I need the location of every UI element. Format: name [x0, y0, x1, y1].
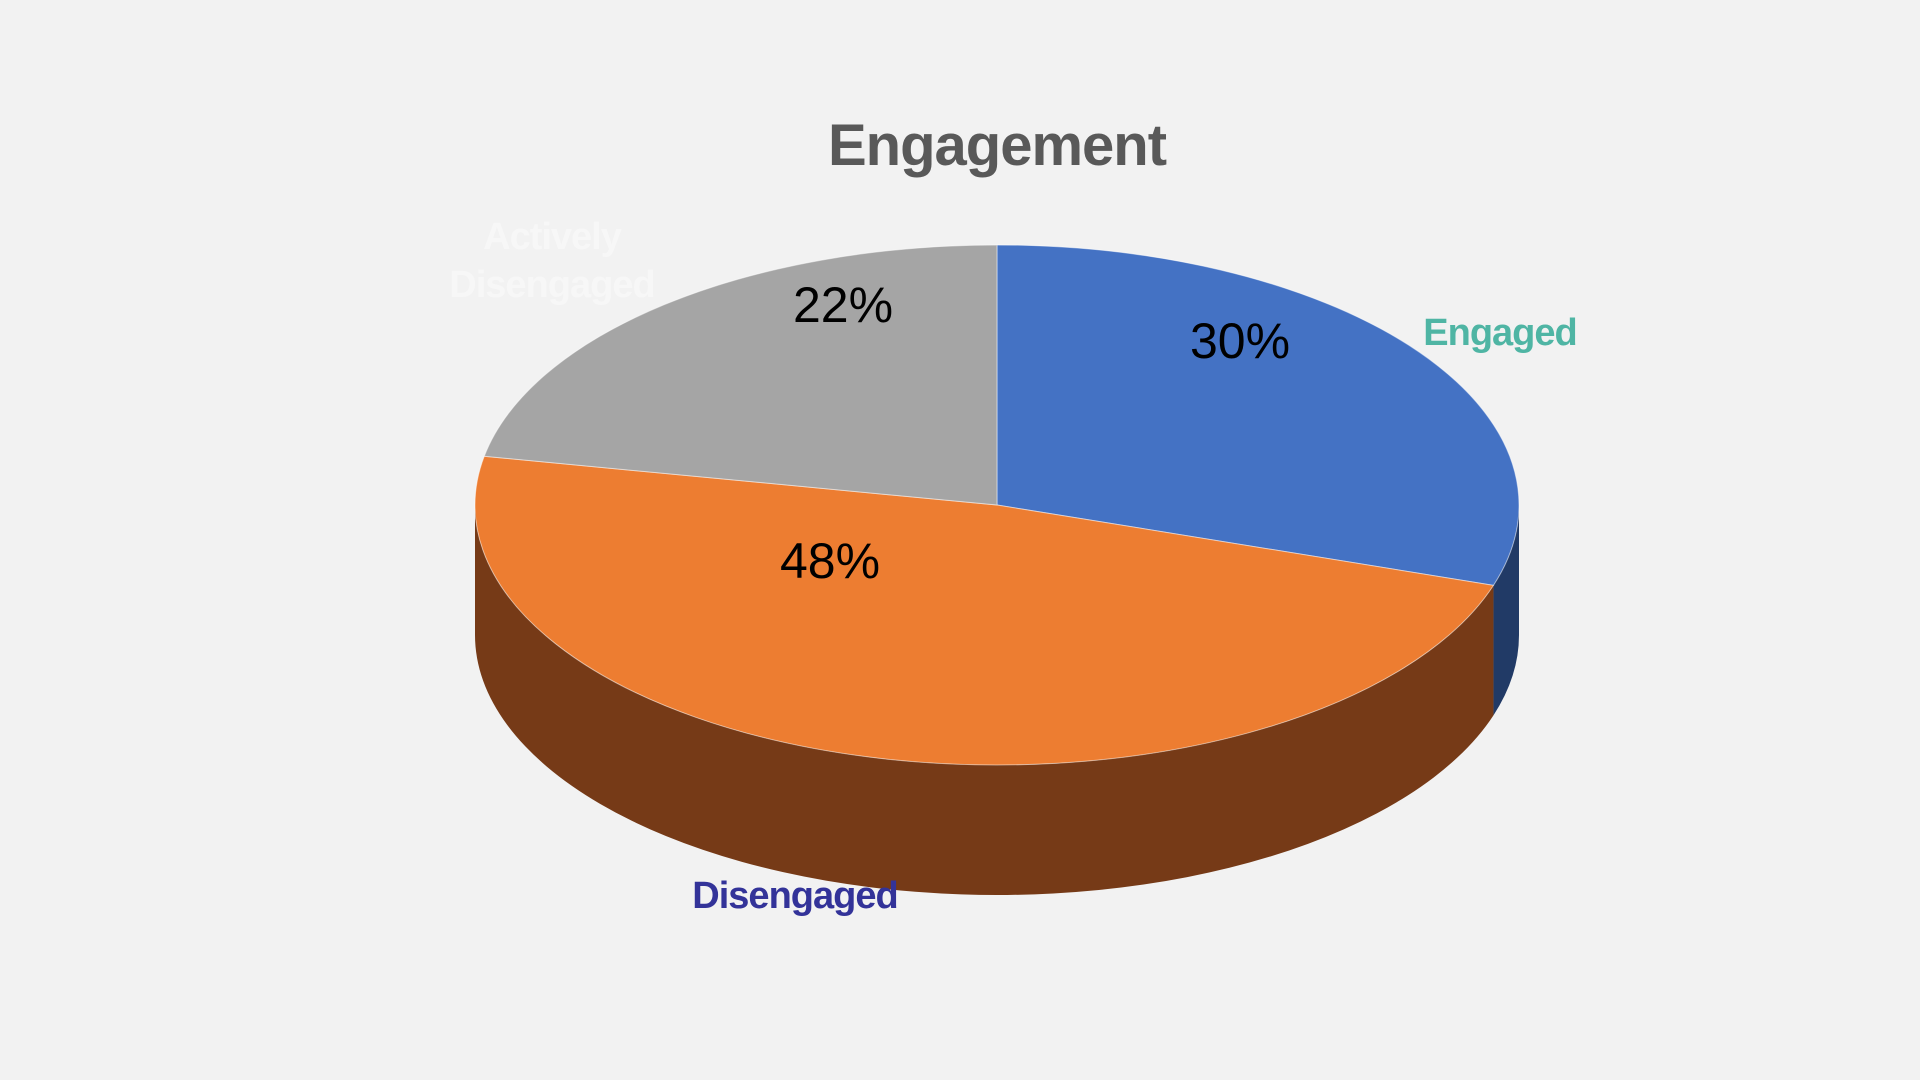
pie-labels: 30% Engaged 48% Disengaged 22% Actively Diseng… — [449, 216, 1577, 917]
pie-side-disengaged — [475, 505, 1494, 895]
data-label-disengaged: 48% — [780, 533, 880, 589]
pie-slice-engaged — [996, 244, 1520, 586]
category-label-disengaged: Disengaged — [692, 875, 897, 917]
data-label-actively-disengaged: 22% — [793, 277, 893, 333]
pie-side-engaged — [1493, 505, 1519, 716]
category-label-engaged: Engaged — [1423, 312, 1576, 354]
pie-tops — [474, 244, 1520, 766]
pie-sides — [475, 505, 1519, 895]
pie-slice-actively-disengaged — [483, 244, 998, 506]
chart-title: Engagement — [828, 113, 1167, 178]
data-label-engaged: 30% — [1190, 313, 1290, 369]
pie-slice-disengaged — [474, 455, 1495, 766]
category-label-actively-disengaged: Actively Disengaged — [449, 216, 654, 306]
